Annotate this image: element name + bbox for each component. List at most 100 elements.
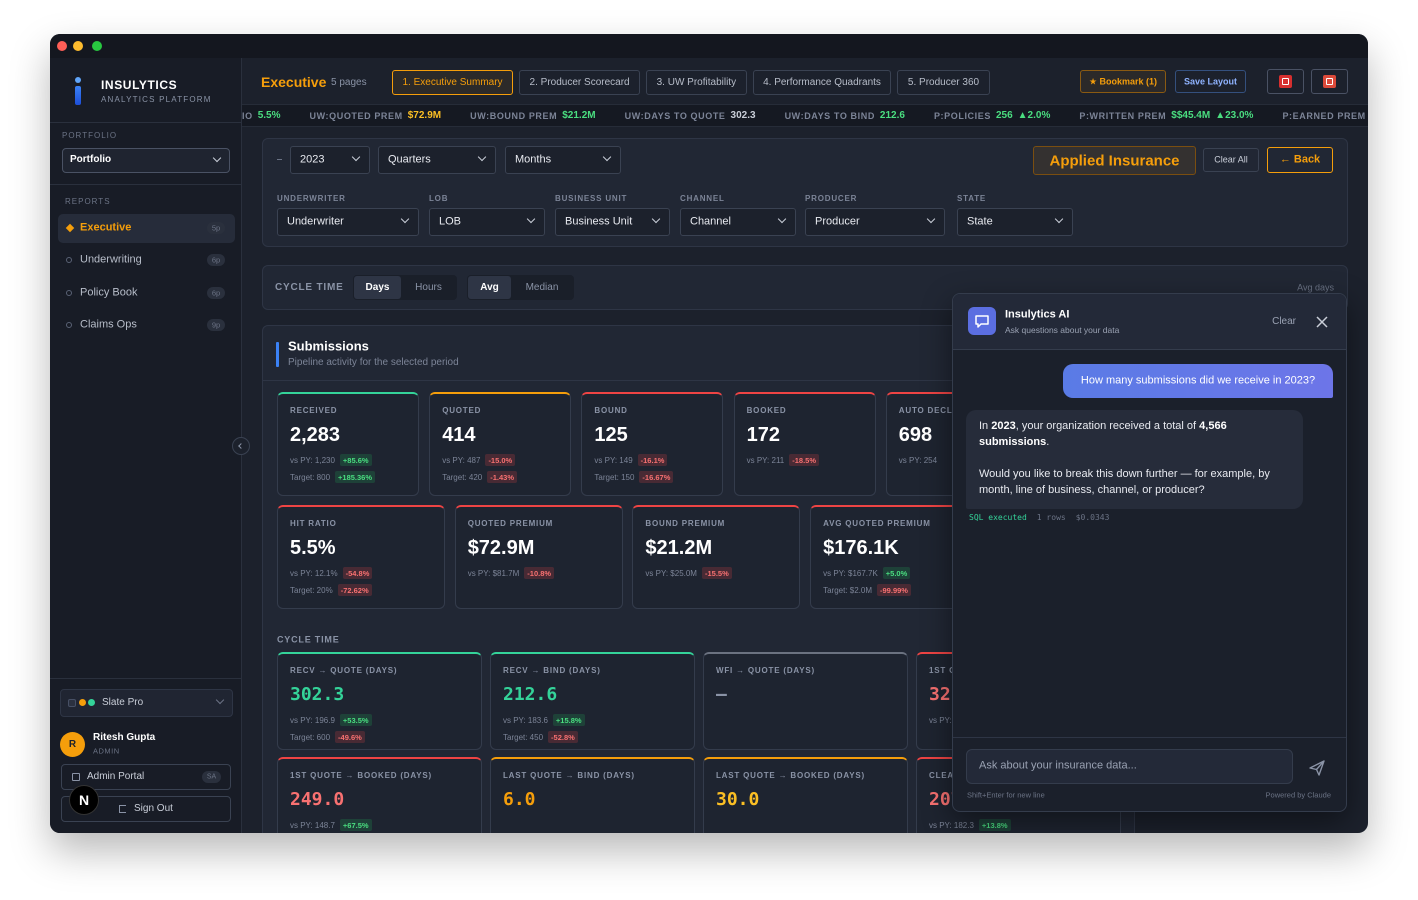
dev-badge[interactable] [69, 785, 99, 815]
metric-card [703, 652, 908, 750]
window-control[interactable] [73, 41, 83, 51]
ticker-value: 5.5% [257, 110, 281, 121]
select[interactable] [290, 146, 370, 174]
tab[interactable]: 1. Executive Summary [392, 70, 514, 95]
comparison-row: vs PY: 183.6 +15.8% [503, 714, 585, 726]
select[interactable] [680, 208, 796, 236]
ticker: IO 5.5% UW:QUOTED PREM $72.9M UW:BOUND PREM $… [242, 104, 1366, 127]
brand-name: INSULYTICS [101, 78, 178, 92]
comparison-row: Target: 20% -72.62% [290, 584, 372, 596]
chat-subtitle: Ask questions about your data [1005, 324, 1120, 335]
send-button[interactable] [1306, 757, 1328, 779]
filter-label: PRODUCER [805, 194, 858, 203]
ticker-value: $21.2M [562, 110, 596, 121]
select[interactable] [555, 208, 670, 236]
metric-label: AUTO DECLI [898, 406, 956, 415]
back-button[interactable] [1267, 147, 1333, 173]
admin-label: Admin Portal [87, 771, 145, 782]
select[interactable] [505, 146, 621, 174]
comparison-row: vs PY: 149 -16.1% [594, 454, 668, 466]
meta-item: $0.0343 [1075, 513, 1110, 522]
comparison-text: Target: 150 [594, 472, 635, 482]
metric-label: AVG QUOTED PREMIUM [823, 519, 931, 528]
export-button[interactable] [1311, 69, 1348, 94]
comparison-row: Target: 450 -52.8% [503, 731, 578, 743]
chat-clear[interactable]: Clear [1272, 315, 1296, 327]
page-count: 5 pages [331, 77, 367, 88]
select-value: Months [515, 153, 552, 166]
comparison-text: Target: $2.0M [823, 585, 873, 595]
comparison-text: vs PY: [929, 715, 952, 725]
tab[interactable]: 3. UW Profitability [646, 70, 747, 95]
tab[interactable]: 4. Performance Quadrants [752, 70, 892, 95]
collapse-toggle[interactable] [232, 437, 250, 455]
comparison-row: Target: 420 -1.43% [442, 471, 517, 483]
toggle-option[interactable] [354, 276, 401, 299]
query-meta: SQL executed 1 rows $0.0343 [969, 513, 1109, 522]
title-accent [276, 342, 279, 367]
select[interactable] [805, 208, 945, 236]
metric-value: 172 [746, 424, 780, 446]
signout-button[interactable] [61, 796, 231, 822]
divider [263, 380, 1134, 381]
portfolio-select[interactable] [62, 148, 230, 173]
select[interactable] [429, 208, 545, 236]
metric-card [277, 392, 419, 496]
message-text: . [1046, 436, 1050, 448]
panel-subtitle: Pipeline activity for the selected perio… [288, 356, 459, 368]
change-badge: -99.99% [877, 584, 911, 596]
report-badge: 9p [211, 320, 221, 330]
tab[interactable]: 2. Producer Scorecard [519, 70, 641, 95]
change-badge: +185.36% [335, 471, 376, 483]
window-control[interactable] [92, 41, 102, 51]
ticker-item: UW:DAYS TO QUOTE 302.3 [625, 110, 756, 121]
comparison-row: Target: 150 -16.67% [594, 471, 674, 483]
toggle-option[interactable] [468, 276, 511, 299]
metric-value: $72.9M [467, 537, 535, 559]
comparison-row: vs PY: 211 -18.5% [747, 454, 820, 466]
comparison-text: Target: 20% [290, 585, 333, 595]
comparison-text: Target: 420 [442, 472, 483, 482]
select[interactable] [957, 208, 1073, 236]
comparison-text: vs PY: $25.0M [645, 568, 697, 578]
ticker-label: UW:BOUND PREM [470, 110, 558, 121]
comparison-text: vs PY: $167.7K [823, 568, 878, 578]
ticker-item: P:POLICIES 256 ▲2.0% [934, 110, 1050, 121]
assistant-bubble [966, 410, 1303, 509]
section-label: REPORTS [65, 197, 111, 206]
report-item[interactable] [58, 214, 235, 243]
theme-select[interactable] [60, 689, 233, 717]
meta-item: 1 rows [1036, 513, 1066, 522]
clear-all-button[interactable] [1203, 148, 1259, 172]
export-button[interactable] [1267, 69, 1304, 94]
chat-input[interactable] [966, 749, 1293, 784]
window-control[interactable] [57, 41, 67, 51]
save-layout-button[interactable] [1175, 70, 1246, 93]
message-text: In [979, 420, 992, 432]
change-badge: +85.6% [339, 454, 372, 466]
ticker-value: 256 [995, 110, 1013, 121]
select[interactable] [277, 208, 419, 236]
select-value: LOB [439, 215, 462, 228]
admin-button[interactable] [61, 764, 231, 790]
bookmark-button[interactable] [1080, 70, 1166, 93]
ticker-value: 302.3 [730, 110, 756, 121]
divider [50, 678, 242, 679]
metric-label: HIT RATIO [290, 519, 337, 528]
comparison-text: vs PY: 12.1% [290, 568, 338, 578]
metric-value: 2,283 [290, 424, 341, 446]
chat-close[interactable] [1315, 315, 1329, 329]
select-value: Quarters [388, 153, 431, 166]
change-badge: +5.0% [882, 567, 911, 579]
change-badge: +67.5% [339, 819, 372, 831]
theme-swatch [88, 699, 95, 706]
admin-badge: SA [206, 773, 217, 781]
change-badge: -16.1% [637, 454, 668, 466]
change-badge: -18.5% [789, 454, 820, 466]
tab[interactable]: 5. Producer 360 [897, 70, 990, 95]
select[interactable] [378, 146, 496, 174]
company-badge [1033, 146, 1196, 175]
filter-label: BUSINESS UNIT [555, 194, 628, 203]
company-name: Applied Insurance [1049, 152, 1180, 169]
filter-label: UNDERWRITER [277, 194, 346, 203]
